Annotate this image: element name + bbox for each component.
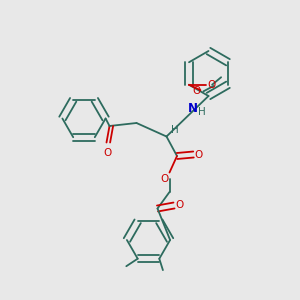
- Text: O: O: [103, 148, 111, 158]
- Text: H: H: [198, 107, 206, 117]
- Text: H: H: [171, 125, 179, 135]
- Text: O: O: [160, 174, 168, 184]
- Text: N: N: [188, 102, 198, 115]
- Text: O: O: [176, 200, 184, 211]
- Text: O: O: [207, 80, 215, 90]
- Text: O: O: [192, 86, 200, 96]
- Text: O: O: [195, 149, 203, 160]
